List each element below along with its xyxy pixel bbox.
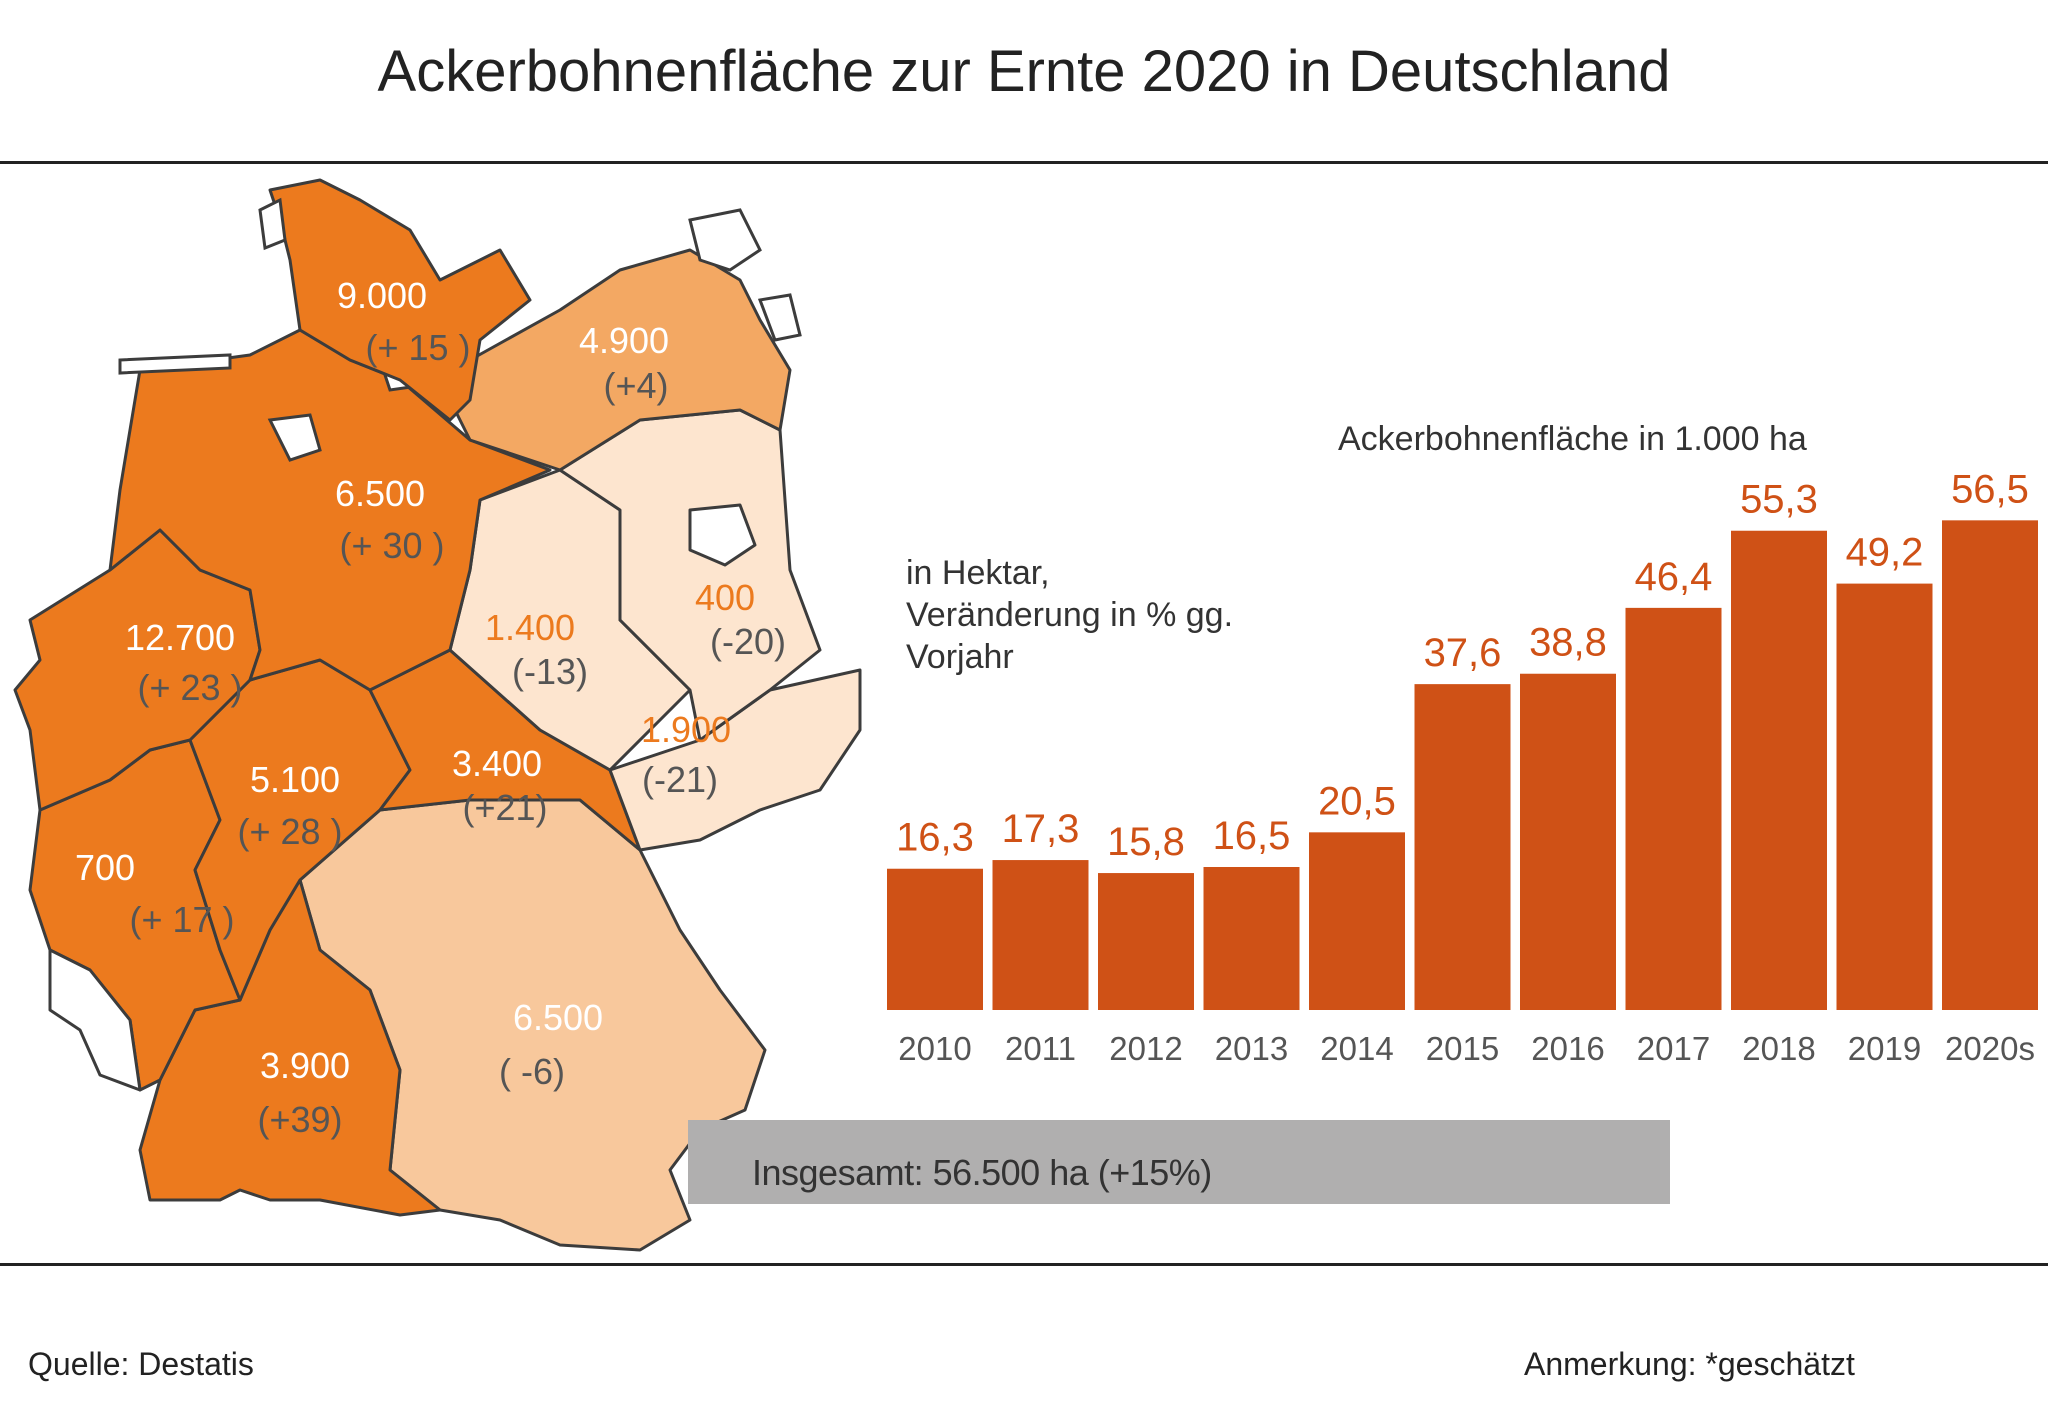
legend-notes: in Hektar, Veränderung in % gg. Vorjahr xyxy=(906,552,1233,678)
map-change-mecklenburg-vorpommern: (+4) xyxy=(603,365,668,406)
island-sylt xyxy=(258,197,287,251)
bar-value-label-2013: 16,5 xyxy=(1213,814,1291,858)
map-value-niedersachsen: 6.500 xyxy=(335,473,425,514)
bar-value-label-2011: 17,3 xyxy=(1002,807,1080,851)
bottom-divider xyxy=(0,1263,2048,1266)
page-title: Ackerbohnenfläche zur Ernte 2020 in Deut… xyxy=(377,39,1671,104)
bar-chart: 16,3 2010 17,3 2011 15,8 2012 16,5 2013 20,5 2014… xyxy=(887,470,2038,1067)
map-value-baden-wuerttemberg: 3.900 xyxy=(260,1045,350,1086)
bar-value-label-2016: 38,8 xyxy=(1529,621,1607,665)
bar-2014 xyxy=(1309,832,1405,1010)
map-value-sachsen: 1.900 xyxy=(641,709,731,750)
top-divider xyxy=(0,161,2048,164)
map-change-thueringen: (+21) xyxy=(462,787,547,828)
bar-2010 xyxy=(887,868,983,1010)
map-change-schleswig-holstein: (+ 15 ) xyxy=(365,327,470,368)
bar-value-label-2014: 20,5 xyxy=(1318,779,1396,823)
notes-line-1: in Hektar, xyxy=(906,554,1050,592)
x-tick-2018: 2018 xyxy=(1742,1030,1815,1067)
x-tick-2013: 2013 xyxy=(1215,1030,1288,1067)
map-change-sachsen: (-21) xyxy=(642,759,718,800)
map-value-hessen: 5.100 xyxy=(250,759,340,800)
map-value-brandenburg: 400 xyxy=(695,577,755,618)
x-tick-2014: 2014 xyxy=(1320,1030,1393,1067)
x-tick-2016: 2016 xyxy=(1531,1030,1604,1067)
notes-line-3: Vorjahr xyxy=(906,638,1014,676)
map-value-schleswig-holstein: 9.000 xyxy=(337,275,427,316)
map-value-nordrhein-westfalen: 12.700 xyxy=(125,617,235,658)
x-tick-2011: 2011 xyxy=(1005,1030,1076,1067)
map-value-rheinland-pfalz: 700 xyxy=(75,847,135,888)
bar-2018 xyxy=(1731,530,1827,1010)
x-tick-2015: 2015 xyxy=(1426,1030,1499,1067)
bar-2013 xyxy=(1203,867,1300,1010)
map-value-mecklenburg-vorpommern: 4.900 xyxy=(579,320,669,361)
bar-value-label-2018: 55,3 xyxy=(1740,478,1818,522)
x-tick-2012: 2012 xyxy=(1109,1030,1182,1067)
x-tick-2019: 2019 xyxy=(1848,1030,1921,1067)
bar-value-label-2020s: 56,5 xyxy=(1951,470,2029,511)
island-east-frisian xyxy=(118,353,232,375)
total-text: Insgesamt: 56.500 ha (+15%) xyxy=(752,1152,1212,1193)
chart-title: Ackerbohnenfläche in 1.000 ha xyxy=(1338,420,1807,458)
map-change-sachsen-anhalt: (-13) xyxy=(512,651,588,692)
region-saarland xyxy=(48,948,142,1092)
x-tick-2020s: 2020s xyxy=(1945,1030,2035,1067)
bar-2017 xyxy=(1625,607,1722,1010)
bar-value-label-2010: 16,3 xyxy=(896,816,974,860)
map-change-bayern: ( -6) xyxy=(499,1051,565,1092)
island-ruegen xyxy=(688,208,762,272)
map-value-bayern: 6.500 xyxy=(513,997,603,1038)
germany-map: 9.000 (+ 15 ) 4.900 (+4) 6.500 (+ 30 ) 1… xyxy=(13,178,862,1252)
bar-value-label-2012: 15,8 xyxy=(1107,820,1185,864)
bar-value-label-2017: 46,4 xyxy=(1635,555,1713,599)
total-box xyxy=(688,1120,1670,1204)
region-schleswig-holstein xyxy=(268,178,532,422)
bar-2020s xyxy=(1942,520,2038,1010)
x-tick-2017: 2017 xyxy=(1637,1030,1710,1067)
region-berlin xyxy=(688,503,757,567)
note-text: Anmerkung: *geschätzt xyxy=(1524,1346,1855,1382)
map-change-rheinland-pfalz: (+ 17 ) xyxy=(129,899,234,940)
bar-value-label-2019: 49,2 xyxy=(1846,531,1924,575)
notes-line-2: Veränderung in % gg. xyxy=(906,596,1234,634)
source-text: Quelle: Destatis xyxy=(28,1346,254,1382)
map-change-niedersachsen: (+ 30 ) xyxy=(339,525,444,566)
map-change-brandenburg: (-20) xyxy=(710,621,786,662)
bar-2015 xyxy=(1414,684,1511,1010)
region-bremen xyxy=(267,413,322,462)
map-value-thueringen: 3.400 xyxy=(452,743,542,784)
island-usedom xyxy=(757,293,802,342)
bar-2011 xyxy=(992,860,1089,1010)
bar-2019 xyxy=(1836,583,1933,1010)
bar-2012 xyxy=(1098,873,1194,1010)
region-mecklenburg-vorpommern xyxy=(448,248,792,472)
map-change-nordrhein-westfalen: (+ 23 ) xyxy=(137,667,242,708)
map-value-sachsen-anhalt: 1.400 xyxy=(485,607,575,648)
bar-2016 xyxy=(1520,673,1616,1010)
x-tick-2010: 2010 xyxy=(898,1030,971,1067)
bar-value-label-2015: 37,6 xyxy=(1424,631,1502,675)
map-change-hessen: (+ 28 ) xyxy=(237,811,342,852)
map-change-baden-wuerttemberg: (+39) xyxy=(257,1099,342,1140)
